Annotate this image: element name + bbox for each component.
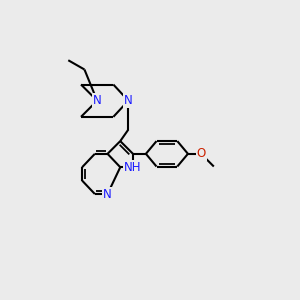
Text: NH: NH bbox=[124, 161, 142, 174]
Text: N: N bbox=[93, 94, 101, 107]
Text: N: N bbox=[124, 94, 133, 107]
Text: N: N bbox=[103, 188, 112, 200]
Text: O: O bbox=[196, 147, 206, 160]
